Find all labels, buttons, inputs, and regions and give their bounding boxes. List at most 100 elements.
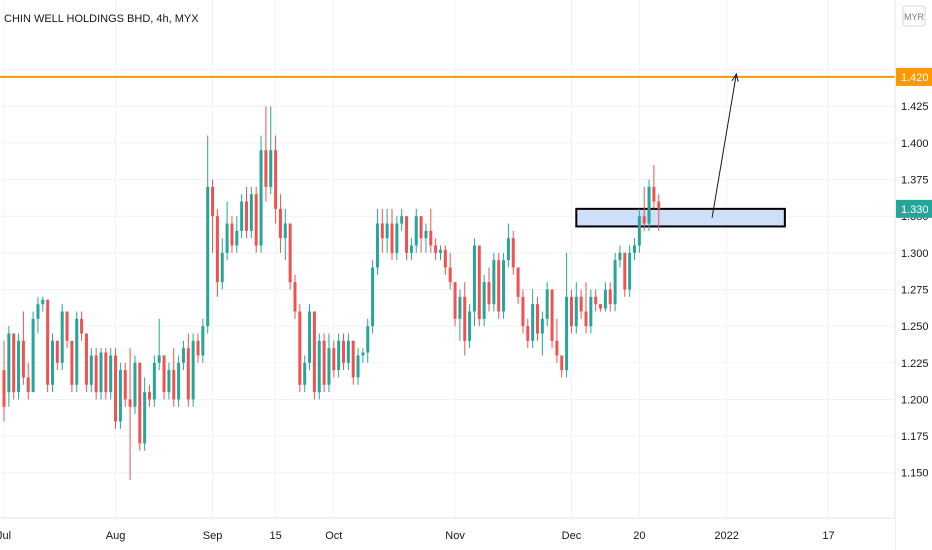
- x-tick-label: 2022: [714, 530, 738, 542]
- candle: [138, 362, 142, 451]
- candle: [633, 238, 636, 261]
- candle: [458, 289, 462, 341]
- y-axis-labels: 1.1501.1751.2001.2251.2501.2751.3001.350…: [901, 101, 929, 480]
- x-tick-label: Nov: [445, 530, 465, 542]
- candle: [80, 311, 84, 341]
- candle: [274, 135, 278, 224]
- zone-rectangle[interactable]: [575, 207, 786, 228]
- x-tick-label: Jul: [0, 530, 11, 542]
- candle: [477, 245, 481, 327]
- y-tick-label: 1.225: [901, 358, 929, 370]
- candle: [424, 223, 428, 253]
- time-axis: [0, 518, 895, 550]
- candle: [647, 179, 651, 231]
- y-tick-label: 1.375: [901, 175, 929, 187]
- y-tick-label: 1.250: [901, 321, 929, 333]
- x-tick-label: 17: [822, 530, 834, 542]
- candle: [657, 194, 661, 231]
- price-tag-label: 1.330: [901, 204, 929, 216]
- candle: [327, 333, 331, 393]
- candle: [526, 318, 530, 349]
- candle: [191, 333, 195, 407]
- target-arrow[interactable]: [711, 73, 737, 218]
- candle: [94, 348, 98, 400]
- candle: [55, 340, 59, 371]
- chart-grid: [0, 0, 895, 518]
- y-tick-label: 1.275: [901, 284, 929, 296]
- candle: [259, 135, 263, 253]
- candle: [536, 296, 539, 341]
- candle: [385, 208, 389, 253]
- chart-title: CHIN WELL HOLDINGS BHD, 4h, MYX: [4, 13, 199, 25]
- candle: [269, 106, 273, 195]
- y-tick-label: 1.425: [901, 101, 929, 113]
- currency-badge[interactable]: MYR: [902, 5, 926, 27]
- candle: [109, 348, 113, 400]
- candle: [439, 245, 442, 261]
- candle: [283, 208, 287, 261]
- candle: [249, 186, 253, 239]
- candle: [114, 348, 118, 429]
- candle: [468, 304, 472, 349]
- arrow-layer: [711, 72, 739, 218]
- price-tag: 1.330: [896, 199, 932, 218]
- candle: [405, 216, 409, 261]
- candle: [579, 289, 583, 319]
- candle: [361, 348, 365, 363]
- candle: [12, 333, 16, 400]
- candle: [574, 282, 578, 334]
- candle: [65, 311, 69, 349]
- price-tag: 1.420: [896, 67, 932, 86]
- candle: [555, 318, 559, 363]
- candle: [264, 106, 268, 202]
- candle: [46, 299, 50, 393]
- candle: [99, 348, 103, 400]
- candle: [652, 164, 656, 209]
- price-tags: 1.420 1.330: [896, 67, 932, 218]
- candle: [317, 333, 321, 400]
- candle: [206, 135, 210, 334]
- candle: [589, 289, 593, 334]
- candle: [288, 223, 292, 290]
- candle: [584, 282, 588, 334]
- candle: [371, 260, 375, 334]
- candle: [133, 355, 137, 415]
- candle: [390, 208, 394, 261]
- candle: [380, 208, 384, 253]
- y-tick-label: 1.400: [901, 138, 929, 150]
- candle: [181, 340, 185, 371]
- candle: [215, 208, 219, 297]
- candle: [409, 238, 413, 261]
- candle: [162, 355, 166, 400]
- currency-label: MYR: [904, 12, 925, 22]
- candle: [608, 282, 612, 312]
- y-tick-label: 1.175: [901, 431, 929, 443]
- candle: [400, 208, 404, 231]
- candle: [545, 282, 549, 327]
- candle: [511, 230, 515, 275]
- candle: [254, 186, 258, 253]
- x-tick-label: 15: [269, 530, 281, 542]
- candle: [531, 289, 535, 349]
- candle: [628, 245, 632, 297]
- candle: [550, 289, 554, 349]
- candle: [201, 318, 205, 363]
- x-tick-label: Aug: [106, 530, 126, 542]
- candle: [172, 348, 176, 407]
- candle: [312, 311, 316, 400]
- price-axis: [895, 0, 932, 550]
- candle: [89, 348, 93, 393]
- target-arrow-head: [731, 72, 739, 82]
- candle: [434, 238, 438, 261]
- candle: [7, 326, 11, 407]
- candle: [235, 216, 239, 253]
- candle: [123, 362, 127, 407]
- price-tag-label: 1.420: [901, 72, 929, 84]
- candle: [31, 311, 35, 393]
- candle: [177, 355, 181, 407]
- candle: [613, 252, 617, 312]
- candle: [104, 348, 108, 400]
- y-tick-label: 1.300: [901, 248, 929, 260]
- candle: [278, 194, 282, 253]
